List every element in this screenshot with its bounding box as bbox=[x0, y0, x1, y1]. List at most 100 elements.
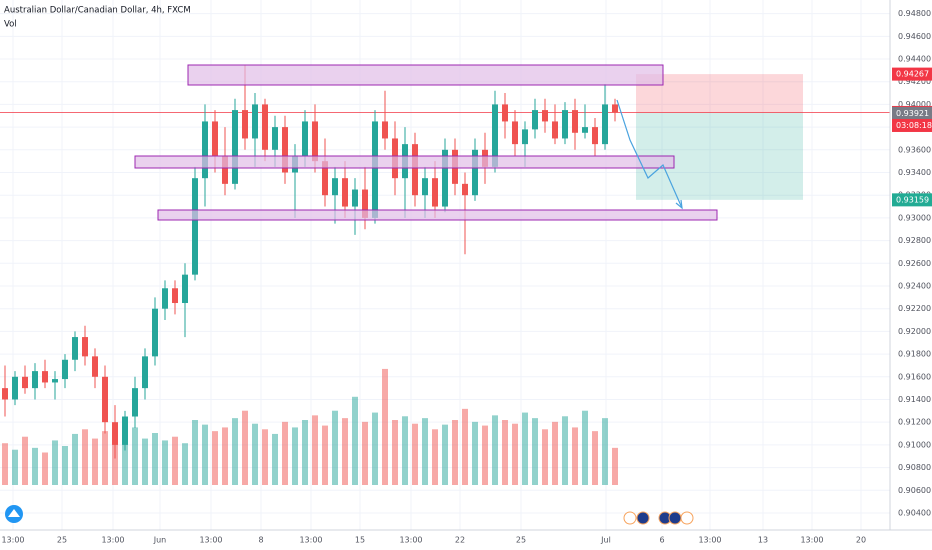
volume-bar bbox=[82, 429, 88, 485]
candle-body bbox=[592, 127, 598, 145]
x-tick-label: 25 bbox=[57, 536, 67, 545]
volume-bar bbox=[42, 452, 48, 485]
candle-body bbox=[312, 121, 318, 162]
candle-body bbox=[332, 178, 338, 196]
y-tick-label: 0.93000 bbox=[898, 213, 931, 222]
volume-bar bbox=[342, 418, 348, 485]
volume-bar bbox=[612, 447, 618, 485]
candle-body bbox=[352, 189, 358, 207]
candle-body bbox=[422, 178, 428, 196]
x-tick-label: 13:00 bbox=[101, 536, 124, 545]
candle-body bbox=[272, 127, 278, 150]
candle-body bbox=[262, 104, 268, 150]
y-tick-label: 0.94600 bbox=[898, 32, 931, 41]
candle-body bbox=[132, 388, 138, 417]
volume-bar bbox=[502, 420, 508, 485]
candle-body bbox=[92, 356, 98, 377]
volume-bar bbox=[382, 368, 388, 485]
y-tick-label: 0.91000 bbox=[898, 440, 931, 449]
projection-arrow bbox=[616, 99, 683, 209]
volume-bar bbox=[352, 396, 358, 485]
candle-body bbox=[62, 359, 68, 380]
logo-mark bbox=[8, 509, 20, 517]
candle-body bbox=[142, 356, 148, 389]
volume-bar bbox=[372, 412, 378, 485]
x-tick-label: 13 bbox=[758, 536, 768, 545]
x-tick-label: 15 bbox=[355, 536, 365, 545]
x-tick-label: 25 bbox=[516, 536, 526, 545]
countdown: 03:08:18 bbox=[896, 121, 932, 130]
volume-bar bbox=[292, 427, 298, 485]
price-tag-label: 0.94267 bbox=[896, 70, 929, 79]
candle-body bbox=[282, 127, 288, 173]
x-tick-label: 13:00 bbox=[299, 536, 322, 545]
x-tick-label: 13:00 bbox=[800, 536, 823, 545]
x-tick-label: 22 bbox=[455, 536, 465, 545]
title: Australian Dollar/Canadian Dollar, 4h, F… bbox=[4, 6, 191, 16]
volume-bar bbox=[312, 415, 318, 485]
candle-body bbox=[52, 379, 58, 383]
candle-body bbox=[192, 178, 198, 275]
candle-body bbox=[532, 110, 538, 130]
candle-body bbox=[242, 110, 248, 139]
candle-body bbox=[162, 288, 168, 309]
y-tick-label: 0.90400 bbox=[898, 508, 931, 517]
candle-body bbox=[582, 127, 588, 133]
volume-bar bbox=[432, 429, 438, 485]
volume-bar bbox=[242, 410, 248, 485]
candle-body bbox=[22, 376, 28, 389]
x-tick-label: 6 bbox=[659, 536, 664, 545]
volume-bar bbox=[222, 427, 228, 485]
volume-bar bbox=[572, 427, 578, 485]
event-icon bbox=[680, 511, 694, 525]
candle-body bbox=[372, 121, 378, 218]
candle-body bbox=[182, 274, 188, 304]
volume-bar bbox=[12, 449, 18, 485]
candle-body bbox=[252, 104, 258, 139]
y-tick-label: 0.94400 bbox=[898, 55, 931, 64]
zone bbox=[157, 209, 718, 221]
candle-body bbox=[232, 110, 238, 184]
volume-bar bbox=[2, 443, 8, 485]
volume-bar bbox=[112, 441, 118, 485]
volume-bar bbox=[322, 425, 328, 485]
volume-bar bbox=[332, 410, 338, 485]
candle-body bbox=[82, 337, 88, 357]
volume-bar bbox=[412, 423, 418, 485]
y-tick-label: 0.91800 bbox=[898, 350, 931, 359]
volume-bar bbox=[302, 420, 308, 485]
y-tick-label: 0.92800 bbox=[898, 236, 931, 245]
y-tick-label: 0.90600 bbox=[898, 486, 931, 495]
volume-bar bbox=[422, 418, 428, 485]
axes: 0.90400 0.90600 0.90800 0.91000 0.91200 0.914… bbox=[1, 9, 932, 545]
candle-body bbox=[12, 376, 18, 400]
volume-bar bbox=[172, 436, 178, 485]
y-tick-label: 0.90800 bbox=[898, 463, 931, 472]
x-tick-label: Jun bbox=[153, 536, 167, 545]
price-tag-label: 0.93921 bbox=[896, 109, 929, 118]
x-tick-label: 13:00 bbox=[199, 536, 222, 545]
y-tick-label: 0.94800 bbox=[898, 9, 931, 18]
volume-bar bbox=[102, 431, 108, 485]
volume-bar bbox=[402, 416, 408, 485]
candle-body bbox=[222, 155, 228, 184]
volume-bar bbox=[142, 438, 148, 485]
x-tick-label: 13:00 bbox=[698, 536, 721, 545]
volume-bar bbox=[92, 438, 98, 485]
candle-body bbox=[342, 178, 348, 207]
y-tick-label: 0.94200 bbox=[898, 77, 931, 86]
y-tick-label: 0.92600 bbox=[898, 259, 931, 268]
volume-bar bbox=[392, 420, 398, 485]
volume-bar bbox=[132, 427, 138, 485]
price-tag bbox=[892, 67, 932, 81]
volume-bar bbox=[512, 423, 518, 485]
candle-body bbox=[432, 178, 438, 207]
volume-bar bbox=[182, 443, 188, 485]
volume-bar bbox=[532, 418, 538, 485]
x-tick-label: 8 bbox=[258, 536, 263, 545]
volume-bar bbox=[252, 423, 258, 485]
candle-body bbox=[112, 422, 118, 445]
y-tick-label: 0.93400 bbox=[898, 168, 931, 177]
volume-bar bbox=[602, 418, 608, 485]
